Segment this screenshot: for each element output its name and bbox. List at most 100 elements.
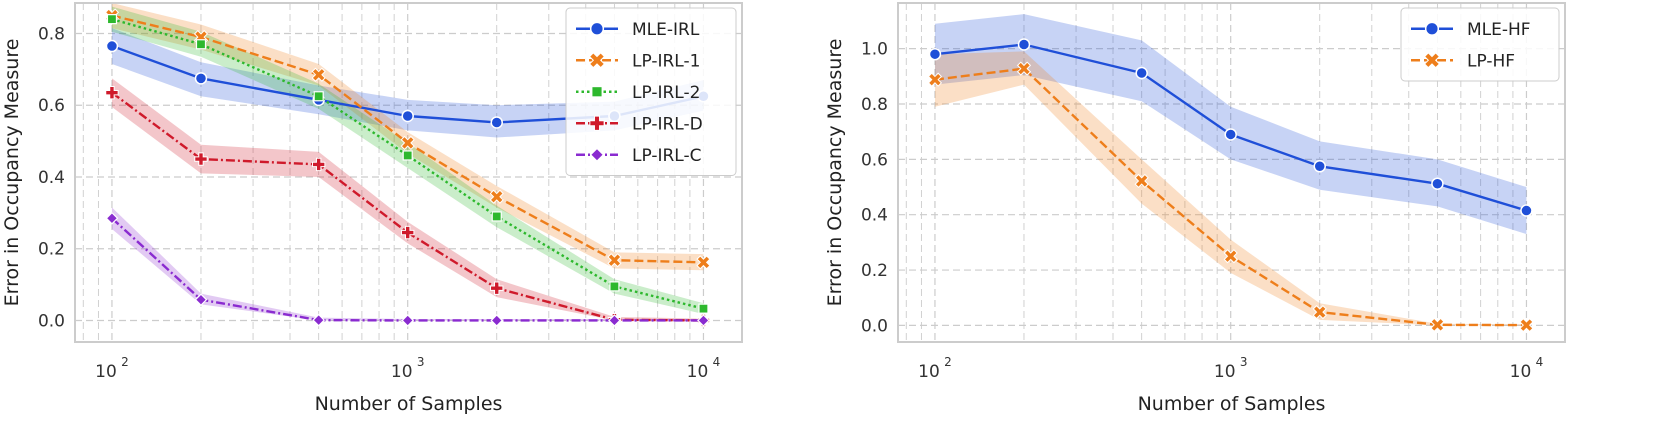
x-tick-label: 10 xyxy=(1510,362,1532,382)
data-point xyxy=(608,314,621,327)
data-point xyxy=(696,255,711,270)
y-tick-label: 0.2 xyxy=(861,261,888,281)
legend-label: LP-IRL-2 xyxy=(632,83,700,103)
series-lp-hf xyxy=(927,61,1534,333)
data-point xyxy=(105,211,119,225)
axes-frame xyxy=(74,2,743,343)
data-point xyxy=(194,293,208,307)
confidence-band-lp-irl-1 xyxy=(111,3,704,271)
legend-marker xyxy=(589,147,605,162)
legend-label: LP-HF xyxy=(1467,51,1515,71)
data-point xyxy=(1313,160,1326,173)
data-point xyxy=(490,116,503,129)
x-tick-label: 10 xyxy=(687,362,709,382)
data-point xyxy=(1224,128,1237,141)
data-point xyxy=(1016,61,1032,76)
data-point xyxy=(607,253,622,268)
legend: MLE-IRL LP-IRL-1 LP-IRL-2 LP-IRL-D LP-IRL-C xyxy=(565,7,737,176)
data-point xyxy=(401,109,414,123)
grid-lines xyxy=(898,3,1565,342)
legend-item-lp-irl-1: LP-IRL-1 xyxy=(576,51,700,71)
legend-label: MLE-HF xyxy=(1467,20,1531,40)
confidence-band-mle-irl xyxy=(111,28,704,138)
left-chart-panel: 0.0 0.2 0.4 0.6 0.8 10 2 10 3 10 4 Number of Sample… xyxy=(1,2,743,415)
axes-frame xyxy=(897,2,1566,343)
data-point xyxy=(1520,204,1533,217)
data-point xyxy=(490,281,504,295)
legend-item-lp-irl-2: LP-IRL-2 xyxy=(576,83,700,103)
data-point xyxy=(1135,66,1148,80)
x-axis-label: Number of Samples xyxy=(315,393,503,415)
data-point xyxy=(1134,173,1149,189)
data-point xyxy=(927,72,943,87)
legend-marker xyxy=(588,52,606,69)
legend-marker xyxy=(589,115,605,131)
data-point xyxy=(489,189,504,204)
y-tick-label: 0.6 xyxy=(38,96,65,116)
data-point xyxy=(194,72,208,85)
y-tick-label: 0.4 xyxy=(861,206,888,226)
data-point xyxy=(105,39,119,53)
legend-item-mle-irl: MLE-IRL xyxy=(576,20,700,40)
data-point xyxy=(1519,318,1534,333)
data-point xyxy=(401,314,415,327)
data-point xyxy=(106,14,118,25)
legend-label: LP-IRL-1 xyxy=(632,51,700,71)
series-mle-hf xyxy=(928,38,1533,217)
y-tick-label: 0.8 xyxy=(861,95,888,115)
data-point xyxy=(402,150,413,161)
data-point xyxy=(311,157,326,172)
y-axis-label: Error in Occupancy Measure xyxy=(1,39,23,307)
data-point xyxy=(490,314,504,327)
legend-item-lp-irl-c: LP-IRL-C xyxy=(576,146,702,166)
data-point xyxy=(312,313,326,327)
y-tick-label: 1.0 xyxy=(861,40,888,60)
data-point xyxy=(928,47,942,61)
y-tick-label: 0.6 xyxy=(861,150,888,170)
confidence-band-mle-hf xyxy=(934,14,1527,235)
y-tick-label: 0.2 xyxy=(38,240,65,260)
data-point xyxy=(698,303,709,314)
y-axis-label: Error in Occupancy Measure xyxy=(824,39,846,307)
legend-item-lp-hf: LP-HF xyxy=(1411,51,1515,71)
legend: MLE-HF LP-HF xyxy=(1400,7,1560,82)
legend-label: MLE-IRL xyxy=(632,20,700,40)
data-point xyxy=(195,39,207,50)
data-point xyxy=(400,135,415,151)
data-point xyxy=(1312,305,1327,320)
data-point xyxy=(609,281,620,292)
x-tick-exponent: 2 xyxy=(121,355,129,369)
legend-marker xyxy=(1423,52,1441,69)
x-tick-label: 10 xyxy=(918,362,940,382)
x-tick-exponent: 4 xyxy=(1536,355,1544,369)
legend-item-lp-irl-d: LP-IRL-D xyxy=(576,114,703,134)
legend-marker xyxy=(1424,21,1440,36)
series-lp-irl-1 xyxy=(104,8,711,270)
legend-label: LP-IRL-D xyxy=(632,114,703,134)
y-tick-label: 0.4 xyxy=(38,168,65,188)
data-point xyxy=(313,91,324,102)
right-chart-panel: 0.0 0.2 0.4 0.6 0.8 1.0 10 2 10 3 10 4 Number of Sam… xyxy=(824,2,1566,415)
data-point xyxy=(1223,249,1238,264)
data-point xyxy=(1431,177,1444,190)
x-tick-label: 10 xyxy=(95,362,117,382)
x-tick-exponent: 3 xyxy=(417,355,425,369)
data-point xyxy=(491,211,502,222)
y-tick-label: 0.0 xyxy=(861,316,888,336)
data-point xyxy=(105,85,119,100)
data-point xyxy=(1430,317,1445,332)
x-tick-exponent: 2 xyxy=(944,355,952,369)
x-tick-exponent: 4 xyxy=(713,355,721,369)
y-tick-label: 0.0 xyxy=(38,311,65,331)
data-point xyxy=(1017,38,1031,51)
legend-item-mle-hf: MLE-HF xyxy=(1411,20,1531,40)
y-tick-label: 0.8 xyxy=(38,24,65,44)
data-point xyxy=(194,152,208,166)
x-axis-label: Number of Samples xyxy=(1138,393,1326,415)
data-point xyxy=(697,314,710,327)
data-point xyxy=(401,225,415,240)
legend-marker xyxy=(589,21,605,36)
legend-marker xyxy=(591,85,603,98)
x-tick-label: 10 xyxy=(391,362,413,382)
